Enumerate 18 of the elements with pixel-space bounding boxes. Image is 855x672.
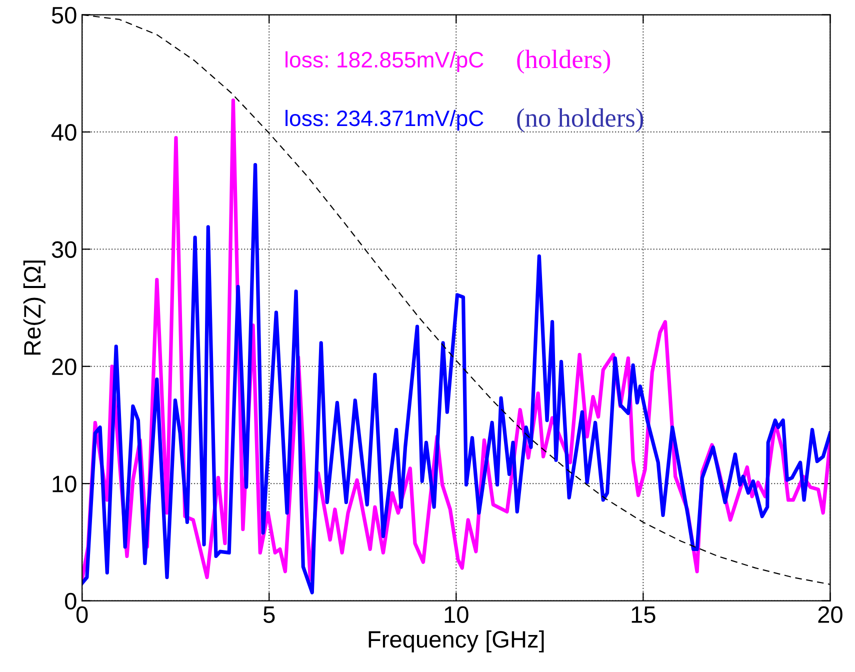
y-tick-label: 40 bbox=[52, 124, 76, 141]
y-tick-label: 0 bbox=[65, 592, 76, 610]
annotation: (no holders) bbox=[517, 108, 644, 132]
y-tick-label: 30 bbox=[52, 241, 76, 258]
x-tick-label: 10 bbox=[444, 606, 468, 623]
x-axis-title: Frequency [GHz] bbox=[368, 630, 544, 652]
x-tick-label: 20 bbox=[818, 606, 842, 623]
y-tick-label: 50 bbox=[52, 6, 76, 24]
x-tick-label: 5 bbox=[263, 606, 275, 623]
y-tick-label: 10 bbox=[52, 476, 76, 492]
annotation: loss: 234.371mV/pC bbox=[286, 110, 484, 131]
y-tick-label: 20 bbox=[52, 358, 76, 376]
annotation: (holders) bbox=[517, 50, 610, 74]
x-tick-label: 0 bbox=[76, 606, 88, 623]
annotation: loss: 182.855mV/pC bbox=[286, 51, 484, 72]
line-series bbox=[82, 162, 830, 594]
x-tick-label: 15 bbox=[632, 606, 656, 623]
y-axis-title: Re(Z) [Ω] bbox=[23, 260, 46, 355]
